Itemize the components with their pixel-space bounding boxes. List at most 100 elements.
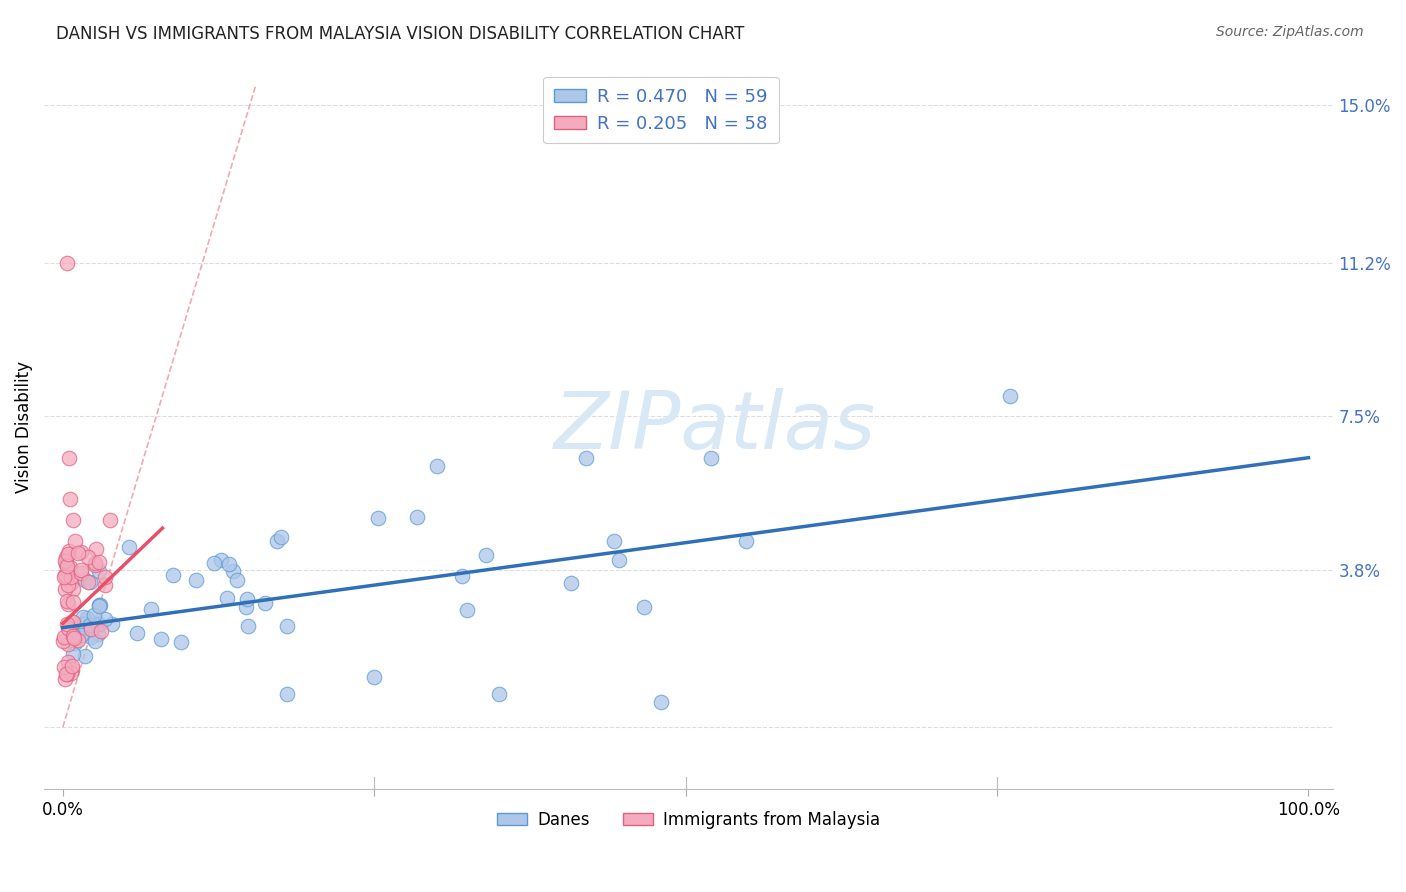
Point bbox=[76, 611, 98, 625]
Point bbox=[56, 617, 79, 632]
Point bbox=[209, 553, 232, 567]
Text: Source: ZipAtlas.com: Source: ZipAtlas.com bbox=[1216, 25, 1364, 39]
Point bbox=[66, 624, 89, 638]
Point bbox=[162, 568, 184, 582]
Point bbox=[55, 549, 77, 564]
Point bbox=[450, 568, 472, 582]
Point bbox=[55, 569, 77, 583]
Point bbox=[79, 575, 101, 590]
Point bbox=[575, 450, 598, 465]
Point bbox=[56, 577, 79, 591]
Point bbox=[363, 670, 385, 684]
Point bbox=[56, 637, 79, 651]
Point bbox=[87, 627, 110, 641]
Legend: Danes, Immigrants from Malaysia: Danes, Immigrants from Malaysia bbox=[491, 804, 887, 835]
Text: ZIPatlas: ZIPatlas bbox=[554, 388, 876, 466]
Point bbox=[118, 540, 141, 554]
Point bbox=[62, 582, 84, 596]
Point bbox=[276, 619, 298, 633]
Point bbox=[66, 546, 89, 560]
Point bbox=[59, 666, 82, 681]
Point bbox=[75, 573, 97, 587]
Point bbox=[89, 564, 111, 578]
Point bbox=[276, 687, 298, 701]
Point bbox=[735, 533, 758, 548]
Point bbox=[69, 544, 91, 558]
Point bbox=[76, 575, 98, 590]
Point bbox=[425, 458, 447, 473]
Point bbox=[150, 632, 173, 647]
Point bbox=[202, 557, 225, 571]
Point bbox=[60, 658, 83, 673]
Point bbox=[89, 617, 111, 632]
Point bbox=[58, 621, 80, 635]
Point bbox=[80, 622, 103, 636]
Point bbox=[60, 663, 83, 677]
Point bbox=[633, 600, 655, 615]
Point bbox=[218, 557, 240, 571]
Point bbox=[83, 608, 105, 623]
Point bbox=[52, 660, 75, 674]
Point bbox=[607, 552, 630, 566]
Point bbox=[84, 558, 107, 573]
Point bbox=[488, 687, 510, 701]
Point bbox=[79, 618, 101, 632]
Point bbox=[222, 565, 245, 579]
Point bbox=[560, 576, 582, 591]
Point bbox=[184, 573, 207, 587]
Point bbox=[58, 597, 80, 611]
Point bbox=[475, 548, 498, 562]
Point bbox=[73, 649, 96, 664]
Point bbox=[238, 619, 260, 633]
Point bbox=[998, 388, 1021, 402]
Point bbox=[83, 634, 105, 648]
Point bbox=[90, 624, 112, 639]
Text: DANISH VS IMMIGRANTS FROM MALAYSIA VISION DISABILITY CORRELATION CHART: DANISH VS IMMIGRANTS FROM MALAYSIA VISIO… bbox=[56, 25, 745, 43]
Point bbox=[62, 595, 84, 609]
Point bbox=[58, 544, 80, 558]
Point bbox=[53, 582, 76, 597]
Point bbox=[406, 510, 429, 524]
Point bbox=[141, 602, 163, 616]
Point bbox=[76, 550, 98, 565]
Point bbox=[53, 554, 76, 568]
Point bbox=[602, 534, 624, 549]
Point bbox=[63, 636, 86, 650]
Point bbox=[235, 600, 257, 615]
Point bbox=[70, 566, 93, 580]
Y-axis label: Vision Disability: Vision Disability bbox=[15, 360, 32, 492]
Point bbox=[55, 256, 77, 270]
Point bbox=[55, 571, 77, 585]
Point bbox=[62, 647, 84, 661]
Point bbox=[72, 617, 94, 632]
Point bbox=[89, 599, 111, 614]
Point bbox=[70, 563, 93, 577]
Point bbox=[53, 672, 76, 686]
Point bbox=[80, 630, 103, 644]
Point bbox=[72, 610, 94, 624]
Point bbox=[87, 598, 110, 612]
Point bbox=[55, 594, 77, 608]
Point bbox=[69, 628, 91, 642]
Point bbox=[56, 568, 79, 582]
Point bbox=[94, 578, 117, 592]
Point bbox=[59, 492, 82, 507]
Point bbox=[125, 626, 148, 640]
Point bbox=[86, 616, 108, 631]
Point bbox=[236, 592, 259, 607]
Point bbox=[52, 634, 75, 648]
Point bbox=[63, 631, 86, 645]
Point bbox=[59, 560, 82, 574]
Point bbox=[94, 612, 117, 626]
Point bbox=[94, 570, 117, 584]
Point bbox=[226, 573, 249, 587]
Point bbox=[62, 615, 84, 629]
Point bbox=[84, 541, 107, 556]
Point bbox=[52, 569, 75, 583]
Point bbox=[58, 547, 80, 561]
Point bbox=[215, 591, 238, 605]
Point bbox=[66, 633, 89, 648]
Point bbox=[53, 567, 76, 582]
Point bbox=[62, 629, 84, 643]
Point bbox=[62, 513, 84, 527]
